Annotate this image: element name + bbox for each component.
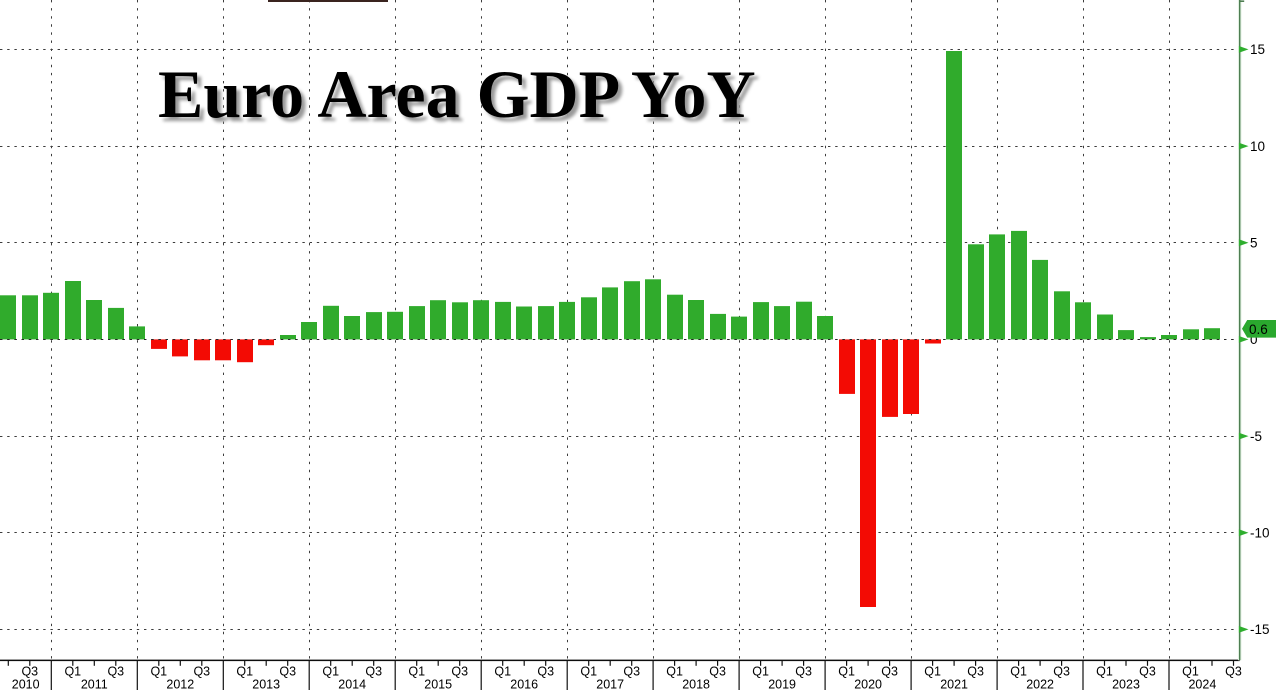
svg-text:Q1: Q1 — [752, 665, 769, 679]
svg-text:2023: 2023 — [1112, 678, 1140, 690]
svg-text:2011: 2011 — [81, 678, 108, 690]
svg-text:-10: -10 — [1250, 526, 1270, 541]
svg-text:2015: 2015 — [424, 678, 452, 690]
svg-text:2010: 2010 — [12, 678, 40, 690]
svg-text:2017: 2017 — [596, 678, 624, 690]
svg-text:2024: 2024 — [1188, 678, 1216, 690]
svg-text:Q3: Q3 — [795, 665, 812, 679]
svg-text:Q3: Q3 — [365, 665, 382, 679]
svg-text:Q3: Q3 — [451, 665, 468, 679]
svg-text:Q1: Q1 — [1096, 665, 1113, 679]
svg-text:Q1: Q1 — [322, 665, 339, 679]
svg-text:Q3: Q3 — [193, 665, 210, 679]
svg-text:2021: 2021 — [940, 678, 968, 690]
svg-text:Q3: Q3 — [881, 665, 898, 679]
svg-text:-15: -15 — [1250, 622, 1270, 637]
svg-text:-5: -5 — [1250, 429, 1262, 444]
svg-text:Q1: Q1 — [580, 665, 597, 679]
svg-text:Q3: Q3 — [1139, 665, 1156, 679]
svg-text:0: 0 — [1250, 332, 1258, 347]
svg-text:Q3: Q3 — [107, 665, 124, 679]
svg-text:Q1: Q1 — [924, 665, 941, 679]
svg-text:Q1: Q1 — [150, 665, 167, 679]
svg-text:Q3: Q3 — [1053, 665, 1070, 679]
svg-text:Q1: Q1 — [236, 665, 253, 679]
svg-text:Q3: Q3 — [537, 665, 554, 679]
svg-text:Q3: Q3 — [279, 665, 296, 679]
svg-text:0.6: 0.6 — [1249, 322, 1268, 337]
svg-text:Q3: Q3 — [21, 665, 38, 679]
svg-text:2018: 2018 — [682, 678, 710, 690]
svg-text:2019: 2019 — [768, 678, 796, 690]
svg-text:Q1: Q1 — [408, 665, 425, 679]
svg-text:2022: 2022 — [1026, 678, 1054, 690]
svg-text:Q1: Q1 — [1182, 665, 1199, 679]
svg-text:10: 10 — [1250, 139, 1265, 154]
svg-text:Q1: Q1 — [64, 665, 81, 679]
svg-text:Q3: Q3 — [709, 665, 726, 679]
svg-text:Q1: Q1 — [666, 665, 683, 679]
svg-text:Q1: Q1 — [1010, 665, 1027, 679]
svg-text:Q1: Q1 — [838, 665, 855, 679]
svg-text:2016: 2016 — [510, 678, 538, 690]
svg-text:Q3: Q3 — [1225, 665, 1242, 679]
svg-text:Q1: Q1 — [494, 665, 511, 679]
svg-text:2013: 2013 — [252, 678, 280, 690]
svg-text:5: 5 — [1250, 236, 1258, 251]
svg-text:2012: 2012 — [166, 678, 194, 690]
svg-text:2020: 2020 — [854, 678, 882, 690]
svg-text:Q3: Q3 — [623, 665, 640, 679]
svg-text:15: 15 — [1250, 42, 1265, 57]
svg-text:Q3: Q3 — [967, 665, 984, 679]
svg-text:2014: 2014 — [338, 678, 366, 690]
